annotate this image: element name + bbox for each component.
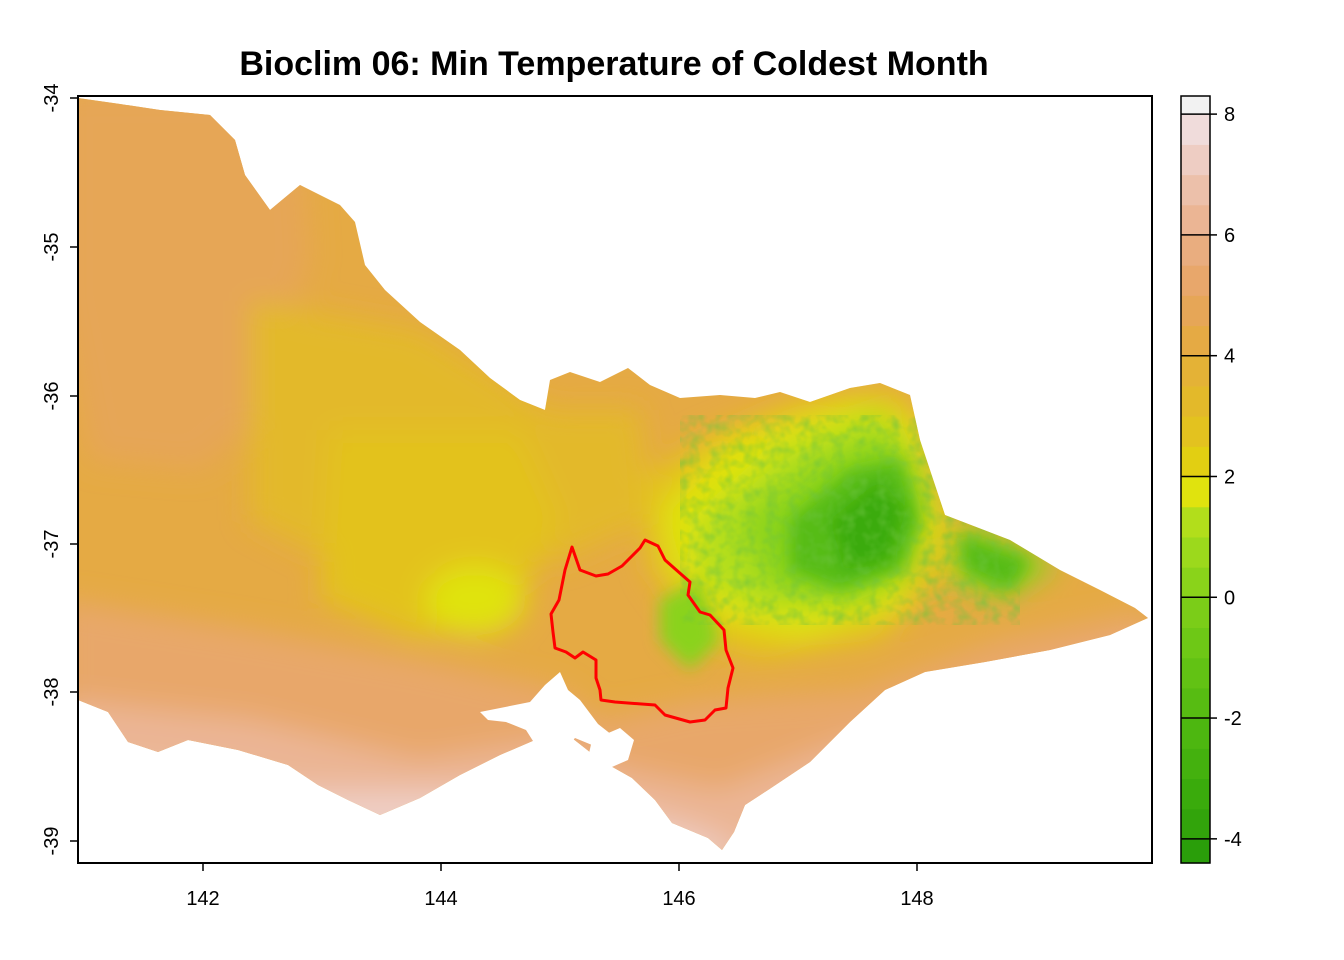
- legend-tick-label: 2: [1224, 466, 1235, 488]
- legend-color-step: [1181, 506, 1210, 538]
- legend-color-steps: [1181, 96, 1210, 864]
- legend-color-step: [1181, 748, 1210, 780]
- legend-color-step: [1181, 627, 1210, 659]
- legend-color-step: [1181, 204, 1210, 236]
- legend-color-step: [1181, 476, 1210, 508]
- legend-tick-label: 8: [1224, 104, 1235, 126]
- legend-color-step: [1181, 778, 1210, 810]
- y-tick-label: -36: [41, 382, 63, 411]
- legend-tick-label: 4: [1224, 346, 1235, 368]
- legend-color-step: [1181, 96, 1210, 115]
- legend-color-step: [1181, 718, 1210, 749]
- western-port-bay: [588, 728, 634, 770]
- legend-color-step: [1181, 114, 1210, 145]
- y-tick-label: -39: [41, 827, 63, 856]
- y-tick-label: -37: [41, 530, 63, 559]
- legend-color-step: [1181, 567, 1210, 598]
- legend-color-step: [1181, 234, 1210, 266]
- catchment-boundary-outline: [549, 538, 735, 724]
- map-title: Bioclim 06: Min Temperature of Coldest M…: [239, 45, 988, 83]
- legend-color-step: [1181, 174, 1210, 206]
- legend-color-step: [1181, 325, 1210, 357]
- x-tick-label: 148: [900, 888, 933, 910]
- legend-tick-label: 0: [1224, 587, 1235, 609]
- legend-tick-label: -4: [1224, 829, 1242, 851]
- legend-color-step: [1181, 295, 1210, 327]
- legend-frame: [1180, 95, 1211, 864]
- legend-tick-label: 6: [1224, 225, 1235, 247]
- legend-color-step: [1181, 416, 1210, 447]
- x-axis: 142 144 146 148: [186, 863, 934, 910]
- legend-ticks: 8 6 4 2 0 -2 -4: [1181, 104, 1242, 851]
- y-tick-label: -34: [41, 84, 63, 113]
- legend-color-step: [1181, 687, 1210, 719]
- legend-colorbar: 8 6 4 2 0 -2 -4: [1180, 95, 1242, 864]
- legend-color-step: [1181, 385, 1210, 417]
- legend-color-step: [1181, 808, 1210, 840]
- legend-color-step: [1181, 446, 1210, 478]
- x-tick-label: 146: [662, 888, 695, 910]
- legend-color-step: [1181, 355, 1210, 387]
- legend-color-step: [1181, 838, 1210, 864]
- plot-frame: [77, 95, 1153, 864]
- legend-color-step: [1181, 536, 1210, 568]
- port-phillip-bay: [480, 672, 612, 755]
- legend-color-step: [1181, 657, 1210, 689]
- legend-color-step: [1181, 265, 1210, 296]
- x-tick-label: 144: [424, 888, 457, 910]
- legend-tick-label: -2: [1224, 708, 1242, 730]
- y-tick-label: -38: [41, 678, 63, 707]
- x-tick-label: 142: [186, 888, 219, 910]
- legend-color-step: [1181, 144, 1210, 176]
- legend-color-step: [1181, 597, 1210, 629]
- y-tick-label: -35: [41, 233, 63, 262]
- y-axis: -34 -35 -36 -37 -38 -39: [41, 84, 78, 856]
